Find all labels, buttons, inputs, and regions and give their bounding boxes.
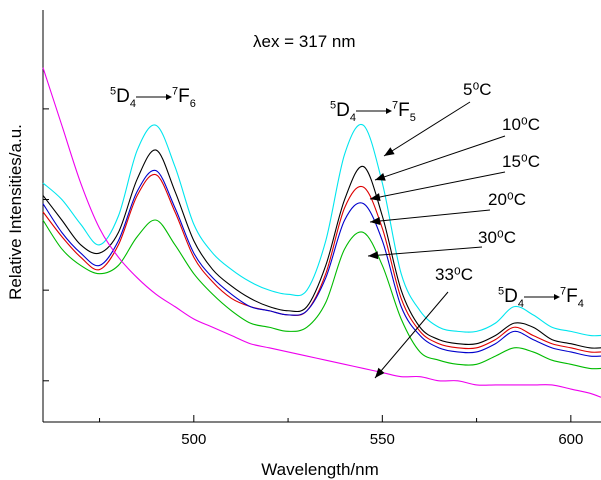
transition-label-f5: 5D47F5 — [330, 99, 416, 124]
curve-label-30c: 30⁰C — [478, 228, 517, 247]
annotation-arrow-line — [369, 209, 491, 223]
axes: 500 550 600 — [42, 10, 601, 448]
annotation-arrowhead-icon — [370, 217, 381, 225]
annotation-arrow-line — [383, 101, 471, 157]
series-line-1 — [42, 149, 601, 349]
curve-label-20c: 20⁰C — [488, 190, 527, 209]
series-line-5 — [42, 67, 601, 398]
curve-label-10c: 10⁰C — [502, 115, 541, 134]
annotation-arrows — [367, 101, 506, 379]
transition-arrow-icon — [355, 107, 392, 114]
annotation-arrowhead-icon — [384, 147, 395, 156]
transition-arrow-icon — [523, 293, 560, 300]
curve-label-33c: 33⁰C — [435, 265, 474, 284]
annotation-arrowhead-icon — [375, 367, 385, 378]
x-tick-label: 600 — [558, 431, 583, 448]
curve-label-5c: 5⁰C — [463, 80, 492, 99]
series-line-0 — [42, 123, 601, 337]
curve-label-15c: 15⁰C — [502, 152, 541, 171]
annotation-arrowhead-icon — [368, 251, 379, 260]
x-axis-label: Wavelength/nm — [261, 460, 379, 479]
series-line-2 — [42, 173, 601, 353]
annotation-arrow-line — [367, 246, 483, 257]
annotation-arrowhead-icon — [375, 173, 386, 181]
annotation-arrow-line — [374, 291, 449, 379]
annotation-arrow-line — [369, 171, 506, 200]
transition-label-f6: 5D47F6 — [110, 85, 196, 110]
annotation-arrow-line — [374, 135, 506, 181]
y-axis-label: Relative Intensities/a.u. — [6, 124, 25, 300]
series-line-3 — [42, 169, 601, 357]
series-group — [42, 67, 601, 398]
chart-title: λex = 317 nm — [253, 32, 356, 51]
x-tick-label: 500 — [181, 431, 206, 448]
transition-label-f4: 5D47F4 — [498, 285, 584, 310]
x-tick-label: 550 — [370, 431, 395, 448]
annotation-arrowhead-icon — [370, 193, 381, 201]
transition-arrow-icon — [135, 93, 172, 100]
series-line-4 — [42, 219, 601, 370]
